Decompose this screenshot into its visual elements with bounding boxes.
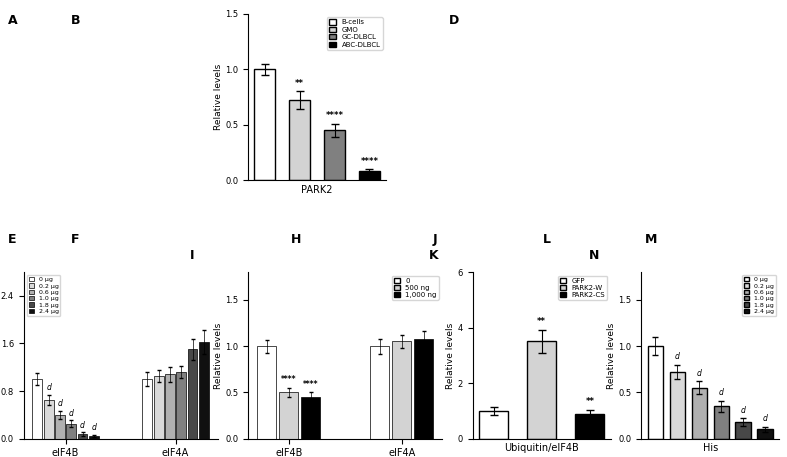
Legend: B-cells, GMO, GC-DLBCL, ABC-DLBCL: B-cells, GMO, GC-DLBCL, ABC-DLBCL xyxy=(327,17,382,50)
Text: ****: **** xyxy=(360,157,379,166)
Text: **: ** xyxy=(586,397,594,406)
Bar xyxy=(479,411,508,439)
Text: N: N xyxy=(589,249,599,262)
Bar xyxy=(279,393,298,439)
Text: A: A xyxy=(8,14,17,27)
Text: M: M xyxy=(645,233,658,246)
Bar xyxy=(736,422,751,439)
Text: d: d xyxy=(719,388,723,397)
Text: H: H xyxy=(291,233,301,246)
Bar xyxy=(359,171,380,181)
Text: D: D xyxy=(449,14,459,27)
Bar xyxy=(527,341,556,439)
Text: E: E xyxy=(8,233,17,246)
X-axis label: Ubiquitin/eIF4B: Ubiquitin/eIF4B xyxy=(504,443,579,453)
Bar xyxy=(301,397,320,439)
Bar xyxy=(392,341,412,439)
Bar xyxy=(66,424,76,439)
Text: d: d xyxy=(46,383,51,392)
Bar xyxy=(575,414,604,439)
Y-axis label: Relative levels: Relative levels xyxy=(213,64,223,130)
Bar xyxy=(32,379,42,439)
Legend: GFP, PARK2-W, PARK2-CS: GFP, PARK2-W, PARK2-CS xyxy=(558,276,608,300)
Bar xyxy=(648,346,663,439)
Bar xyxy=(414,339,434,439)
Text: L: L xyxy=(543,233,551,246)
Text: ****: **** xyxy=(326,112,344,120)
Bar xyxy=(44,400,54,439)
Y-axis label: Relative levels: Relative levels xyxy=(446,322,455,388)
Bar xyxy=(670,372,685,439)
Text: I: I xyxy=(190,249,194,262)
Y-axis label: Relative levels: Relative levels xyxy=(213,322,223,388)
Bar xyxy=(692,388,707,439)
Text: d: d xyxy=(91,423,96,432)
Legend: 0 μg, 0.2 μg, 0.6 μg, 1.0 μg, 1.8 μg, 2.4 μg: 0 μg, 0.2 μg, 0.6 μg, 1.0 μg, 1.8 μg, 2.… xyxy=(742,275,776,316)
X-axis label: PARK2: PARK2 xyxy=(301,185,333,195)
Bar xyxy=(257,346,276,439)
Bar xyxy=(142,379,153,439)
Text: J: J xyxy=(433,233,438,246)
X-axis label: His: His xyxy=(703,443,718,453)
Bar xyxy=(55,415,65,439)
Bar xyxy=(176,372,187,439)
Text: ****: **** xyxy=(303,380,319,389)
Bar xyxy=(714,406,729,439)
Text: ****: **** xyxy=(281,375,297,384)
Text: d: d xyxy=(674,352,680,361)
Bar xyxy=(78,434,87,439)
Bar xyxy=(370,346,390,439)
Text: d: d xyxy=(696,369,702,377)
Bar xyxy=(324,130,345,181)
Legend: 0 μg, 0.2 μg, 0.6 μg, 1.0 μg, 1.8 μg, 2.4 μg: 0 μg, 0.2 μg, 0.6 μg, 1.0 μg, 1.8 μg, 2.… xyxy=(27,275,61,316)
Bar xyxy=(199,342,209,439)
Text: d: d xyxy=(80,421,85,430)
Text: d: d xyxy=(57,399,62,409)
Bar xyxy=(290,101,310,181)
Bar xyxy=(757,430,773,439)
Y-axis label: Relative levels: Relative levels xyxy=(607,322,615,388)
Text: C: C xyxy=(207,0,216,3)
Text: **: ** xyxy=(295,79,305,88)
Text: d: d xyxy=(763,414,767,423)
Bar xyxy=(254,69,275,181)
Text: d: d xyxy=(741,406,745,414)
Bar xyxy=(89,436,99,439)
Bar xyxy=(153,376,164,439)
Text: d: d xyxy=(68,409,74,418)
Text: F: F xyxy=(71,233,79,246)
Text: K: K xyxy=(429,249,438,262)
Bar xyxy=(187,350,198,439)
Bar xyxy=(165,374,175,439)
Legend: 0, 500 ng, 1,000 ng: 0, 500 ng, 1,000 ng xyxy=(392,276,438,300)
Text: **: ** xyxy=(538,317,546,326)
Text: B: B xyxy=(71,14,80,27)
